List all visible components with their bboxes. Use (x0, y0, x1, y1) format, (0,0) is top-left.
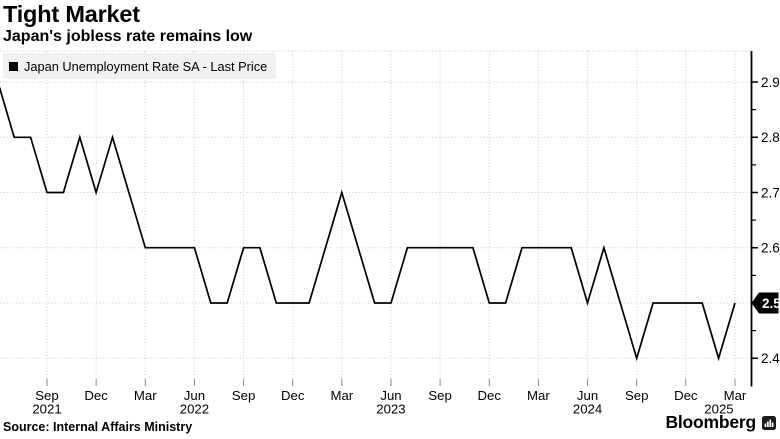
last-price-badge-label: 2.5 (762, 296, 780, 311)
x-axis-month-label: Mar (724, 388, 747, 403)
chart-title: Tight Market (3, 1, 140, 27)
x-axis-month-label: Sep (428, 388, 451, 403)
y-axis-label: 2.7 (761, 185, 780, 200)
x-axis-month-label: Jun (577, 388, 598, 403)
x-axis-month-label: Sep (232, 388, 255, 403)
x-axis-year-label: 2021 (32, 402, 61, 417)
x-axis-month-label: Dec (478, 388, 502, 403)
x-axis-month-label: Mar (134, 388, 157, 403)
x-axis-month-label: Dec (84, 388, 108, 403)
x-axis-year-label: 2024 (573, 402, 602, 417)
bloomberg-terminal-icon (762, 415, 776, 430)
y-axis-label: 2.9 (761, 75, 780, 90)
x-axis-year-label: 2025 (704, 402, 733, 417)
source-note: Source: Internal Affairs Ministry (3, 420, 193, 434)
x-axis-month-label: Dec (281, 388, 305, 403)
x-axis-month-label: Dec (674, 388, 698, 403)
x-axis-month-label: Sep (35, 388, 58, 403)
last-price-badge (751, 292, 779, 314)
y-axis-label: 2.4 (761, 351, 780, 366)
chart-subtitle: Japan's jobless rate remains low (3, 28, 253, 45)
x-axis-month-label: Sep (625, 388, 648, 403)
x-axis-year-label: 2023 (376, 402, 405, 417)
legend: Japan Unemployment Rate SA - Last Price (3, 53, 277, 79)
bloomberg-wordmark: Bloomberg (665, 412, 756, 432)
x-axis-month-label: Jun (184, 388, 205, 403)
legend-label: Japan Unemployment Rate SA - Last Price (24, 58, 268, 74)
x-axis-year-label: 2022 (180, 402, 209, 417)
legend-marker-icon (9, 61, 18, 71)
x-axis-month-label: Mar (527, 388, 550, 403)
y-axis-label: 2.8 (761, 130, 780, 145)
unemployment-rate-line (0, 86, 736, 362)
x-axis-month-label: Jun (380, 388, 401, 403)
y-axis-label: 2.6 (761, 241, 780, 256)
bloomberg-branding: Bloomberg (665, 412, 776, 433)
x-axis-month-label: Mar (330, 388, 353, 403)
